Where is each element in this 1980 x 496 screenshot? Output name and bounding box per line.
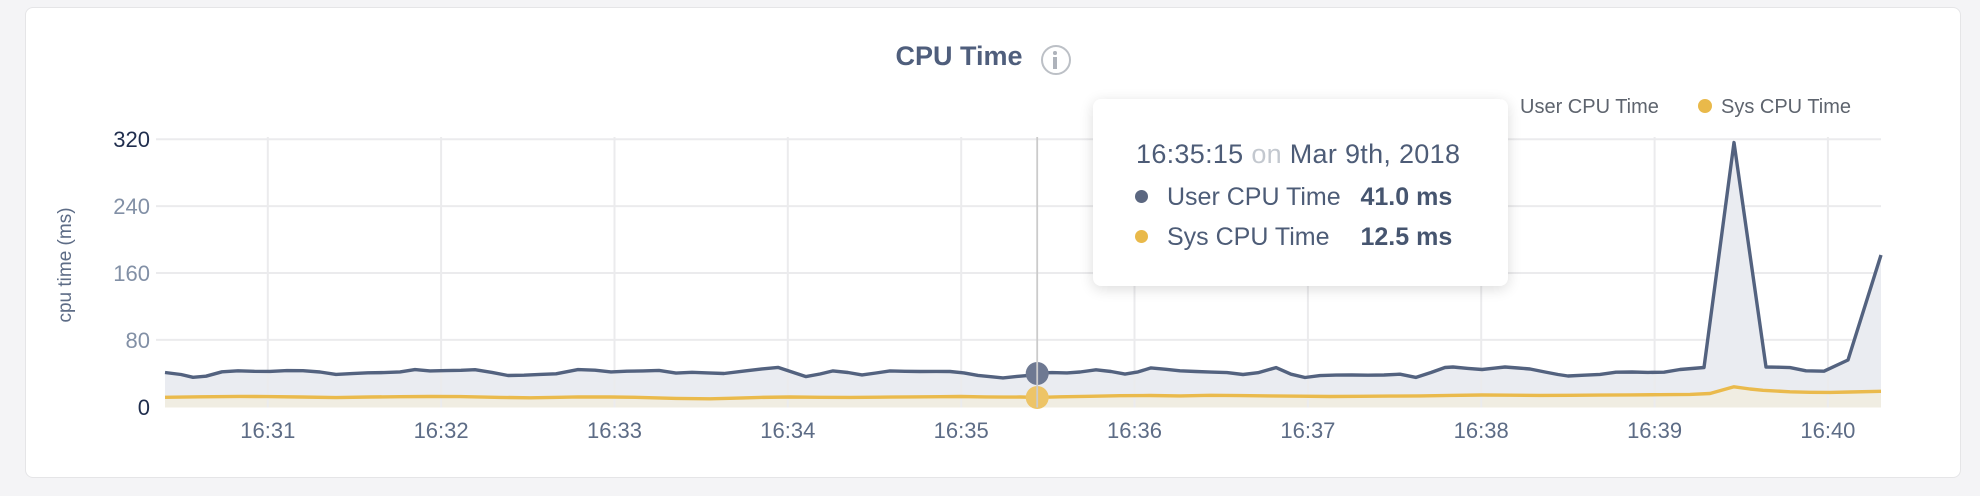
svg-text:16:32: 16:32 — [414, 418, 469, 443]
svg-text:16:35: 16:35 — [934, 418, 989, 443]
svg-text:16:39: 16:39 — [1627, 418, 1682, 443]
svg-text:80: 80 — [126, 328, 150, 353]
svg-text:0: 0 — [138, 395, 150, 420]
svg-text:320: 320 — [113, 127, 150, 152]
svg-text:cpu time (ms): cpu time (ms) — [55, 207, 76, 322]
svg-text:16:38: 16:38 — [1454, 418, 1509, 443]
svg-text:160: 160 — [113, 261, 150, 286]
svg-text:16:34: 16:34 — [760, 418, 815, 443]
svg-text:240: 240 — [113, 194, 150, 219]
svg-text:16:31: 16:31 — [240, 418, 295, 443]
svg-text:16:36: 16:36 — [1107, 418, 1162, 443]
svg-text:16:37: 16:37 — [1280, 418, 1335, 443]
svg-text:16:33: 16:33 — [587, 418, 642, 443]
svg-text:16:40: 16:40 — [1800, 418, 1855, 443]
